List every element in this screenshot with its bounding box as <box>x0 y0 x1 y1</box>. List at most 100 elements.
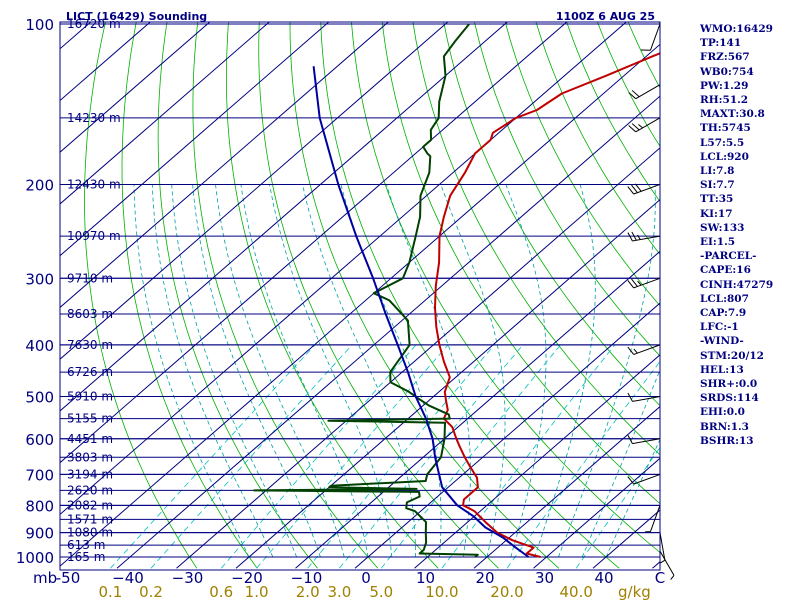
pressure-tick-label: 1000 <box>16 549 54 567</box>
stat-line: LI:7.8 <box>700 165 735 178</box>
isotherm <box>60 22 449 360</box>
stat-line: CAPE:16 <box>700 264 751 277</box>
moist-adiabat <box>558 184 656 558</box>
pressure-axis: 100 200 300 400 500 600 700 800 900 1000 <box>16 16 54 567</box>
dry-adiabat <box>566 22 660 203</box>
stat-line: FRZ:567 <box>700 51 750 64</box>
mixing-ratio-label: 0.1 <box>98 583 122 600</box>
stat-line: L57:5.5 <box>700 136 745 149</box>
mixing-ratio-line <box>220 344 417 569</box>
pressure-tick-label: 100 <box>25 16 54 34</box>
mixing-ratio-line <box>307 344 495 569</box>
mixing-ratio-line <box>441 344 616 569</box>
moist-adiabat <box>215 184 345 558</box>
moist-adiabat <box>171 184 297 558</box>
stat-line: CINH:47279 <box>700 278 774 291</box>
dry-adiabat <box>535 22 660 256</box>
mixing-ratio-label: 0.2 <box>139 583 163 600</box>
stat-line: BSHR:13 <box>700 434 754 447</box>
height-label: 5910 m <box>67 390 113 404</box>
mixing-ratio-line <box>256 344 449 569</box>
chart-title: LICT (16429) Sounding <box>66 10 207 23</box>
wind-barb <box>659 532 666 564</box>
temperature-axis: -50 −40 −30 −20 −10 0 10 20 30 40 C <box>56 569 665 587</box>
dry-adiabat <box>258 22 499 569</box>
pressure-tick-label: 600 <box>25 431 54 449</box>
moist-adiabat <box>302 184 417 557</box>
wind-barb <box>628 84 661 100</box>
temperature-tick-label: -50 <box>56 569 81 587</box>
temperature-unit-label: C <box>655 569 665 587</box>
dry-adiabat <box>597 22 660 148</box>
stat-line: SRDS:114 <box>700 392 759 405</box>
dry-adiabat <box>157 22 318 569</box>
pressure-tick-label: 800 <box>25 497 54 515</box>
mixing-ratio-axis: 0.1 0.2 0.6 1.0 2.0 3.0 5.0 10.0 20.0 40.0 <box>98 583 592 600</box>
isotherm <box>354 302 660 569</box>
dry-adiabat <box>443 22 660 407</box>
temperature-tick-label: 10 <box>416 569 435 587</box>
mixing-ratio-line <box>506 360 660 569</box>
isotherm <box>60 22 271 205</box>
stability-indices: WMO:16429 TP:141 FRZ:567 WB0:754 PW:1.29 RH:5… <box>700 22 798 448</box>
height-label: 1080 m <box>67 526 113 540</box>
temperature-tick-label: 30 <box>535 569 554 587</box>
isotherm <box>60 22 568 464</box>
isotherm <box>60 22 509 412</box>
dry-adiabat <box>504 22 660 307</box>
stat-line: LCL:807 <box>700 292 749 305</box>
temperature-tick-label: −40 <box>112 569 144 587</box>
profile-dewpoint <box>253 23 479 558</box>
height-label: 613 m <box>67 538 105 552</box>
stat-line: TT:35 <box>700 193 734 206</box>
height-labels: 16720 m 14230 m 12430 m 10970 m 9710 m 8603 m… <box>67 17 121 564</box>
height-label: 4451 m <box>67 432 113 446</box>
isotherm <box>60 22 390 309</box>
dry-adiabat <box>121 22 258 569</box>
stat-line: EI:1.5 <box>700 236 736 249</box>
height-label: 10970 m <box>67 229 121 243</box>
temperature-tick-label: −30 <box>172 569 204 587</box>
pressure-tick-label: 900 <box>25 525 54 543</box>
moist-adiabat <box>151 184 274 558</box>
stat-line: TH:5745 <box>700 122 751 135</box>
y-axis-unit: mb <box>33 569 57 587</box>
mixing-ratio-line <box>575 446 660 569</box>
dry-adiabat <box>84 22 198 569</box>
height-label: 3194 m <box>67 467 113 481</box>
height-label: 2620 m <box>67 483 113 497</box>
isotherm <box>60 22 211 153</box>
height-label: 3803 m <box>67 450 113 464</box>
stat-line: -WIND- <box>700 335 744 348</box>
height-label: 5155 m <box>67 412 113 426</box>
mixing-ratio-label: 1.0 <box>245 583 269 600</box>
dry-adiabat <box>412 22 660 456</box>
plot-frame <box>59 21 661 571</box>
height-label: 14230 m <box>67 111 121 125</box>
moist-adiabat <box>505 184 547 558</box>
isotherm <box>116 95 660 569</box>
temperature-tick-label: 20 <box>475 569 494 587</box>
pressure-tick-label: 700 <box>25 466 54 484</box>
profile-temperature <box>434 52 660 558</box>
moist-adiabat <box>440 184 506 558</box>
stat-line: SI:7.7 <box>700 179 735 192</box>
height-label: 8603 m <box>67 307 113 321</box>
mixing-ratio-line <box>150 344 353 569</box>
stat-line: KI:17 <box>700 207 733 220</box>
wind-barb <box>627 344 661 355</box>
stat-line: STM:20/12 <box>700 349 764 362</box>
mixing-ratio-line <box>380 344 561 569</box>
stat-line: CAP:7.9 <box>700 307 747 320</box>
moist-adiabat <box>385 184 471 558</box>
height-label: 9710 m <box>67 271 113 285</box>
stat-line: RH:51.2 <box>700 94 749 107</box>
isotherm <box>473 405 660 569</box>
stat-line: WB0:754 <box>700 65 754 78</box>
isotherm <box>295 250 660 569</box>
height-label: 6726 m <box>67 365 113 379</box>
wind-barb <box>627 392 661 402</box>
dry-adiabat <box>474 22 660 357</box>
isotherm <box>176 147 660 569</box>
